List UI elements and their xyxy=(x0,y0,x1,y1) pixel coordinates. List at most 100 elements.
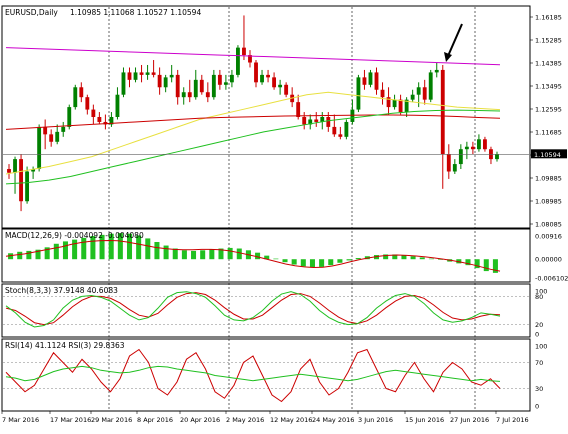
candle-body xyxy=(31,169,36,172)
candle-body xyxy=(422,87,427,100)
candle-body xyxy=(37,126,42,170)
candle-body xyxy=(326,117,331,127)
candle-body xyxy=(7,169,11,173)
candle-body xyxy=(314,119,319,122)
macd-tick-label: 0.00916 xyxy=(535,233,562,241)
candle-body xyxy=(242,47,246,56)
candle-body xyxy=(217,74,222,85)
x-tick-label: 12 May 2016 xyxy=(270,416,312,424)
last-price-label: 1.10594 xyxy=(534,151,561,159)
candle-body xyxy=(344,121,349,137)
candle-body xyxy=(284,84,289,95)
candle-body xyxy=(260,74,264,83)
stoch-tick-label: 0 xyxy=(535,331,539,339)
candle-body xyxy=(19,159,23,202)
candle-body xyxy=(296,102,301,117)
x-tick-label: 27 Jun 2016 xyxy=(450,416,489,424)
candle-body xyxy=(483,139,487,150)
candle-body xyxy=(229,74,234,83)
candle-body xyxy=(97,117,102,122)
x-tick-label: 3 Jun 2016 xyxy=(358,416,393,424)
macd-label: MACD(12,26,9) -0.004092 -0.004080 xyxy=(5,231,144,240)
candle-body xyxy=(374,72,379,90)
x-tick-label: 15 Jun 2016 xyxy=(405,416,444,424)
price-tick-label: 1.12595 xyxy=(535,106,562,114)
ma-yellow-line xyxy=(5,91,501,175)
candle-body xyxy=(452,164,457,172)
candle-body xyxy=(416,87,421,95)
candle-body xyxy=(127,72,132,80)
rsi-tick-label: 70 xyxy=(535,359,543,367)
macd-panel xyxy=(1,228,531,283)
price-tick-label: 1.08085 xyxy=(535,221,562,229)
candle-body xyxy=(464,146,469,150)
x-tick-label: 8 Apr 2016 xyxy=(137,416,173,424)
ma-green-line xyxy=(5,109,501,185)
candle-body xyxy=(272,77,277,88)
candle-body xyxy=(199,79,204,93)
candle-body xyxy=(193,79,198,98)
candle-body xyxy=(55,131,60,142)
rsi-label: RSI(14) 41.1124 RSI(3) 29.8363 xyxy=(5,341,125,350)
candle-body xyxy=(495,154,499,160)
candle-body xyxy=(308,119,313,125)
candle-body xyxy=(368,72,373,85)
macd-tick-label: 0.00000 xyxy=(535,256,562,264)
candle-body xyxy=(43,126,48,135)
candle-body xyxy=(476,139,481,150)
rsi-tick-label: 100 xyxy=(535,343,547,351)
stoch-main-line xyxy=(5,291,501,328)
candle-body xyxy=(236,47,240,75)
stoch-tick-label: 100 xyxy=(535,288,547,296)
candle-body xyxy=(139,72,144,75)
x-tick-label: 24 May 2016 xyxy=(312,416,354,424)
price-tick-label: 1.14385 xyxy=(535,60,562,68)
candle-body xyxy=(338,134,343,137)
candle-body xyxy=(79,87,84,98)
candle-body xyxy=(115,94,120,117)
stoch-signal-line xyxy=(5,292,501,326)
candle-body xyxy=(85,97,90,110)
candle-body xyxy=(223,82,228,85)
stoch-panel xyxy=(1,283,531,338)
candle-body xyxy=(278,84,283,88)
candle-body xyxy=(25,171,30,202)
x-tick-label: 2 May 2016 xyxy=(226,416,264,424)
candle-body xyxy=(151,72,156,75)
candle-body xyxy=(470,146,475,150)
candle-body xyxy=(398,99,403,113)
candle-body xyxy=(356,77,361,110)
macd-signal-line xyxy=(5,240,501,272)
ma-red-line xyxy=(5,114,501,130)
candle-body xyxy=(248,55,252,63)
annotation-arrow xyxy=(444,23,463,62)
rsi-tick-label: 30 xyxy=(535,385,543,393)
candle-body xyxy=(404,99,409,113)
x-tick-label: 7 Mar 2016 xyxy=(2,416,39,424)
candle-body xyxy=(386,97,391,108)
candle-body xyxy=(67,107,72,127)
price-panel xyxy=(1,5,531,229)
ma-magenta-line xyxy=(5,47,501,66)
x-tick-label: 20 Apr 2016 xyxy=(180,416,220,424)
rsi-tick-label: 0 xyxy=(535,403,539,411)
candle-body xyxy=(73,87,78,108)
candle-body xyxy=(91,109,96,117)
candle-body xyxy=(410,94,415,100)
last-price-box xyxy=(531,149,567,159)
candle-body xyxy=(254,62,258,83)
ohlc-label: 1.10985 1.11068 1.10527 1.10594 xyxy=(70,8,201,17)
candle-body xyxy=(205,92,210,98)
stoch-label: Stoch(8,3,3) 37.9148 40.6083 xyxy=(5,286,118,295)
candle-body xyxy=(163,77,168,88)
candle-body xyxy=(350,109,355,122)
price-tick-label: 1.13495 xyxy=(535,83,562,91)
candle-body xyxy=(392,99,397,108)
candle-body xyxy=(49,134,54,142)
price-tick-label: 1.09885 xyxy=(535,175,562,183)
candle-body xyxy=(109,117,114,125)
price-tick-label: 1.11685 xyxy=(535,129,562,137)
price-tick-label: 1.15285 xyxy=(535,37,562,45)
macd-tick-label: -0.006102 xyxy=(535,275,568,283)
